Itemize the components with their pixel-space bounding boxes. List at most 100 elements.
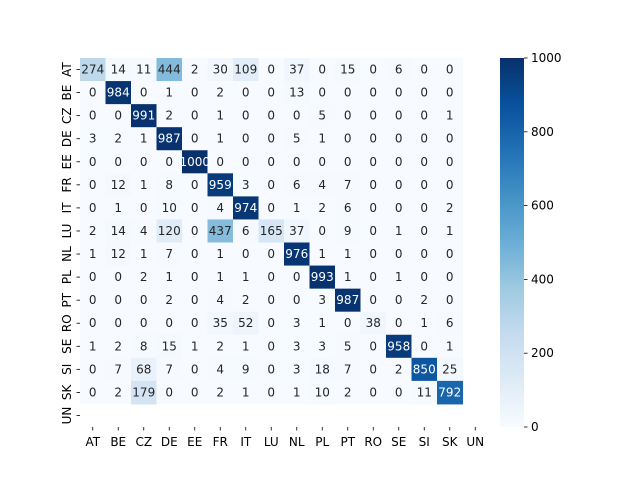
cell-value-label: 4	[318, 178, 326, 192]
cell-value-label: 15	[162, 339, 177, 353]
heatmap-cell	[233, 265, 259, 290]
heatmap-cell	[258, 196, 285, 220]
heatmap-cell	[411, 357, 438, 382]
heatmap-cell	[105, 127, 132, 151]
cell-value-label: 0	[395, 109, 403, 123]
heatmap-cell	[233, 104, 259, 128]
heatmap-cell	[309, 173, 336, 197]
heatmap-cell	[437, 288, 463, 313]
heatmap-cell	[309, 150, 336, 174]
x-tick-label: PL	[315, 435, 329, 449]
y-tick-label: LU	[60, 224, 74, 239]
cell-value-label: 0	[191, 247, 199, 261]
cell-value-label: 0	[369, 86, 377, 100]
heatmap-cell	[360, 127, 387, 151]
heatmap-cell	[156, 173, 183, 197]
cell-value-label: 1	[318, 316, 326, 330]
cell-value-label: 0	[344, 316, 352, 330]
y-tick-label: DE	[60, 130, 74, 147]
heatmap-cell	[284, 311, 310, 336]
heatmap-cell	[233, 311, 259, 336]
heatmap-cell	[258, 242, 285, 267]
heatmap-cell	[105, 104, 132, 128]
heatmap-cell	[411, 127, 438, 151]
heatmap-cell	[437, 81, 463, 105]
heatmap-cell	[207, 380, 234, 405]
cell-value-label: 0	[318, 155, 326, 169]
cell-value-label: 0	[89, 155, 97, 169]
cell-value-label: 2	[446, 201, 454, 215]
cell-value-label: 7	[165, 247, 173, 261]
heatmap-cell	[335, 104, 361, 128]
heatmap-cell	[437, 265, 463, 290]
heatmap-cell	[80, 150, 106, 174]
heatmap-cell	[156, 150, 183, 174]
heatmap-cell	[360, 311, 387, 336]
cell-value-label: 1000	[179, 155, 210, 169]
cell-value-label: 0	[344, 109, 352, 123]
cell-value-label: 7	[344, 362, 352, 376]
cell-value-label: 8	[165, 178, 173, 192]
heatmap-cell	[386, 58, 412, 82]
cell-value-label: 9	[242, 362, 250, 376]
colorbar-tick-label: 400	[531, 272, 554, 286]
heatmap-cell	[80, 334, 106, 359]
heatmap-cell	[284, 357, 310, 382]
cell-value-label: 0	[267, 362, 275, 376]
heatmap-cell	[131, 150, 157, 174]
cell-value-label: 0	[293, 155, 301, 169]
cell-annotations: 274 14 11 444 2 30 109 0 37 0 15 0 6 0 00 984 0 1 0 2 0 0 13 0 0…	[81, 63, 461, 400]
cell-value-label: 0	[89, 270, 97, 284]
cell-value-label: 0	[395, 86, 403, 100]
heatmap-cell	[105, 311, 132, 336]
heatmap-cell	[335, 127, 361, 151]
cell-value-label: 1	[165, 270, 173, 284]
colorbar: 0 200 400 600 800 1000	[500, 51, 562, 434]
heatmap-cell	[131, 81, 157, 105]
cell-value-label: 1	[344, 270, 352, 284]
cell-value-label: 14	[111, 63, 126, 77]
cell-value-label: 0	[89, 385, 97, 399]
cell-value-label: 1	[293, 201, 301, 215]
cell-value-label: 2	[191, 63, 199, 77]
cell-value-label: 2	[344, 385, 352, 399]
cell-value-label: 1	[395, 224, 403, 238]
heatmap-cell	[105, 196, 132, 220]
y-tick-label: BE	[60, 85, 74, 101]
heatmap-cell	[156, 196, 183, 220]
cell-value-label: 1	[114, 201, 122, 215]
cell-value-label: 0	[114, 109, 122, 123]
cell-value-label: 1	[395, 270, 403, 284]
cell-value-label: 0	[446, 293, 454, 307]
cell-value-label: 0	[420, 247, 428, 261]
cell-value-label: 0	[267, 385, 275, 399]
heatmap-cell	[386, 104, 412, 128]
heatmap-cell	[258, 288, 285, 313]
heatmap-cell	[335, 196, 361, 220]
heatmap-cell	[335, 81, 361, 105]
heatmap-cell	[182, 196, 208, 220]
cell-value-label: 4	[140, 224, 148, 238]
cell-value-label: 987	[336, 293, 359, 307]
heatmap-cell	[156, 127, 183, 151]
heatmap-cell	[284, 380, 310, 405]
cell-value-label: 0	[446, 63, 454, 77]
cell-value-label: 30	[213, 63, 228, 77]
heatmap-cell	[258, 150, 285, 174]
heatmap-cell	[284, 150, 310, 174]
heatmap-cell	[335, 242, 361, 267]
heatmap-cell	[258, 58, 285, 82]
cell-value-label: 0	[344, 132, 352, 146]
cell-value-label: 0	[344, 86, 352, 100]
cell-value-label: 0	[369, 270, 377, 284]
heatmap-cell	[360, 265, 387, 290]
heatmap-cell	[80, 311, 106, 336]
cell-value-label: 0	[293, 270, 301, 284]
cell-value-label: 0	[395, 132, 403, 146]
heatmap-cell	[411, 219, 438, 243]
cell-value-label: 2	[140, 270, 148, 284]
cell-value-label: 0	[369, 247, 377, 261]
heatmap-cell	[437, 334, 463, 359]
cell-value-label: 0	[191, 385, 199, 399]
heatmap-cell	[309, 357, 336, 382]
